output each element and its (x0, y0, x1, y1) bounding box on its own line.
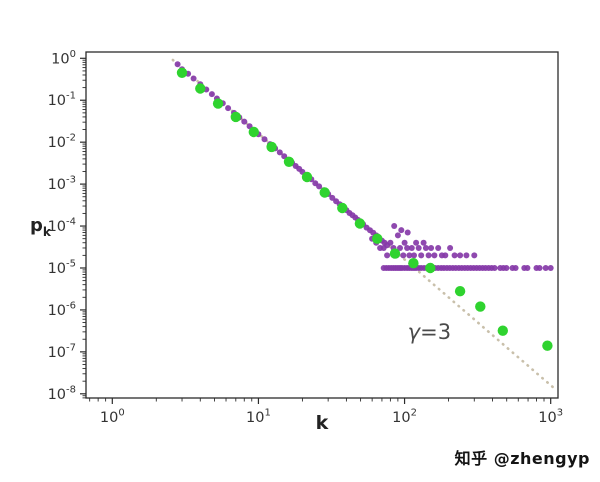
x-tick-label: 100 (100, 408, 125, 427)
data-point (319, 187, 330, 198)
data-point (475, 301, 486, 312)
data-point (435, 245, 442, 251)
data-point (195, 83, 206, 94)
data-point (389, 248, 401, 259)
data-point (404, 229, 411, 236)
data-point (542, 265, 549, 271)
data-point (276, 149, 283, 156)
data-point (425, 262, 436, 274)
data-point (401, 239, 408, 246)
data-point (451, 252, 458, 259)
data-point (425, 252, 432, 259)
data-point (536, 265, 543, 271)
data-point (372, 233, 383, 244)
data-point (208, 91, 215, 98)
data-point (406, 252, 413, 259)
data-point (542, 340, 553, 351)
y-tick-label: 10-1 (48, 91, 76, 110)
data-point (408, 245, 415, 251)
y-tick-label: 10-4 (48, 217, 76, 236)
x-tick-label: 103 (538, 408, 563, 427)
data-point (471, 252, 478, 259)
data-point (394, 232, 401, 239)
data-point (391, 223, 398, 229)
data-point (404, 245, 411, 251)
axes: 100 101 102 103 100 10-1 10-2 10-3 10-4 10-5 10-6 1… (48, 49, 564, 426)
data-point (301, 171, 313, 183)
data-point (463, 252, 470, 259)
data-point (457, 252, 464, 259)
y-tick-label: 10-2 (48, 133, 76, 152)
data-point (387, 239, 394, 246)
watermark: 知乎 @zhengyp (454, 449, 590, 468)
data-point (442, 252, 449, 259)
data-point (420, 239, 427, 246)
y-tick-label: 10-7 (48, 342, 76, 361)
data-point (503, 265, 510, 271)
data-point (447, 245, 454, 251)
data-point (176, 67, 188, 79)
data-point (261, 136, 268, 143)
data-point (230, 111, 241, 123)
x-tick-label: 102 (392, 408, 417, 427)
plot-frame (85, 51, 559, 399)
data-point (454, 286, 466, 297)
chart-content (171, 58, 557, 391)
data-point (431, 252, 438, 259)
data-point (400, 252, 407, 259)
data-point (497, 325, 508, 336)
gamma-annotation: γ=3 (408, 320, 451, 344)
y-tick-label: 10-6 (48, 300, 76, 319)
y-axis-label: pk (30, 215, 52, 239)
data-point (316, 183, 323, 190)
data-point (384, 252, 391, 259)
data-point (422, 245, 429, 251)
x-axis-label: k (316, 412, 329, 434)
x-tick-label: 101 (246, 408, 271, 427)
data-point (248, 126, 259, 138)
y-tick-label: 100 (51, 49, 76, 68)
data-point (266, 141, 277, 153)
y-tick-label: 10-3 (48, 175, 76, 194)
data-point (512, 265, 519, 271)
data-point (190, 75, 197, 82)
data-point (380, 245, 387, 251)
data-point (283, 156, 295, 167)
data-point (524, 265, 531, 271)
data-point (411, 252, 417, 259)
data-point (354, 218, 366, 229)
data-point (491, 265, 498, 271)
data-point (397, 245, 403, 251)
data-point (174, 61, 181, 68)
log-binned-distribution-series (176, 67, 553, 351)
data-point (398, 227, 405, 234)
data-point (241, 118, 248, 125)
y-tick-label: 10-8 (48, 384, 76, 403)
data-point (413, 239, 420, 246)
raw-degree-distribution-series (174, 61, 554, 271)
y-tick-label: 10-5 (48, 258, 76, 277)
data-point (212, 98, 224, 109)
data-point (337, 202, 348, 214)
data-point (547, 265, 554, 271)
data-point (418, 252, 425, 259)
data-point (428, 245, 435, 251)
data-point (415, 245, 422, 251)
data-point (225, 105, 232, 112)
data-point (408, 258, 419, 269)
